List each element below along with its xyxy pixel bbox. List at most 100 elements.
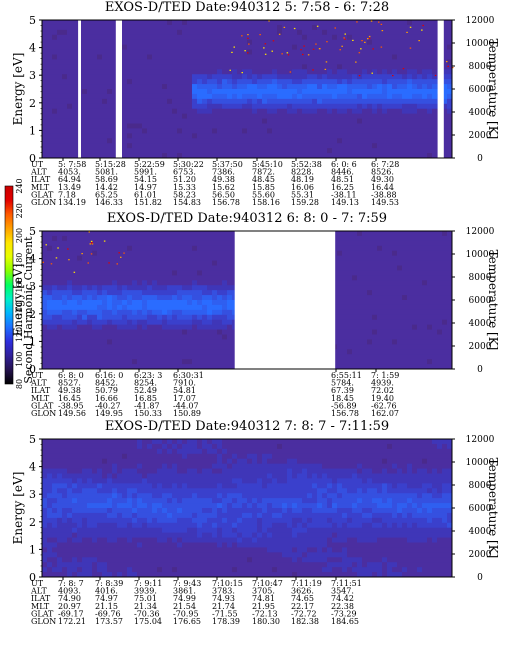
heatmap-cell [47,29,53,36]
heatmap-cell [257,148,263,154]
heatmap-cell [52,89,58,95]
heatmap-cell [177,275,183,281]
heatmap-cell [107,39,113,46]
heatmap-cell [47,98,53,105]
heatmap-cell [197,79,203,85]
heatmap-cell [232,20,238,26]
heatmap-cell [307,64,313,70]
heatmap-cell [227,285,233,291]
heatmap-cell [362,59,368,65]
heatmap-cell [77,319,83,326]
heatmap-cell [382,344,388,350]
heatmap-cell [352,300,358,306]
heatmap-cell [137,64,143,70]
heatmap-cell [342,255,348,261]
heatmap-cell [102,240,108,247]
heatmap-cell [357,89,363,95]
heatmap-cell [447,34,453,41]
heatmap-cell [87,54,93,60]
heatmap-cell [117,255,123,261]
heatmap-cell [147,118,153,124]
heatmap-cell [342,89,348,95]
heatmap-cell [347,133,353,139]
heatmap-cell [122,344,128,350]
heatmap-cell [47,128,53,134]
heatmap-cell [342,344,348,350]
heatmap-cell [427,329,433,335]
heatmap-cell [112,148,118,154]
heatmap-cell [222,359,228,365]
footer-cell: 151.82 [134,198,162,207]
heatmap-cell [382,250,388,257]
heatmap-cell [422,265,428,271]
heatmap-cell [157,364,163,370]
heatmap-cell [97,39,103,46]
heatmap-cell [177,153,183,159]
heatmap-cell [197,245,203,252]
speckle [364,41,366,43]
heatmap-cell [257,69,263,75]
heatmap-cell [247,54,253,60]
heatmap-cell [92,128,98,134]
heatmap-cell [107,334,113,340]
heatmap-cell [447,285,453,291]
heatmap-cell [327,69,333,75]
heatmap-cell [52,280,58,286]
heatmap-cell [207,329,213,335]
heatmap-cell [342,339,348,345]
heatmap-cell [342,133,348,139]
heatmap-cell [267,113,273,119]
footer-cell: 158.16 [252,198,280,207]
heatmap-cell [82,143,88,149]
heatmap-cell [177,344,183,350]
heatmap-cell [287,133,293,139]
heatmap-cell [187,128,193,134]
heatmap-cell [147,319,153,326]
speckle [67,248,69,250]
heatmap-cell [252,103,258,110]
heatmap-cell [162,84,168,90]
heatmap-cell [152,148,158,154]
heatmap-cell [127,339,133,345]
footer-cell: 8254. [134,379,157,388]
heatmap-cell [202,245,208,252]
heatmap-cell [372,290,378,296]
heatmap-cell [47,517,53,524]
heatmap-cell [327,89,333,95]
heatmap-cell [42,498,48,504]
heatmap-cell [132,29,138,36]
heatmap-cell [322,74,328,80]
heatmap-cell [102,319,108,326]
heatmap-cell [312,79,318,85]
heatmap-cell [122,69,128,75]
heatmap-cell [197,290,203,296]
heatmap-cell [102,128,108,134]
heatmap-cell [367,260,373,266]
heatmap-cell [242,69,248,75]
heatmap-cell [47,89,53,95]
heatmap-cell [92,270,98,276]
heatmap-cell [202,153,208,159]
heatmap-cell [282,59,288,65]
heatmap-cell [102,24,108,31]
heatmap-cell [162,314,168,321]
heatmap-cell [92,240,98,247]
heatmap-cell [142,98,148,105]
heatmap-cell [202,133,208,139]
data-gap [234,231,336,369]
heatmap-cell [437,314,443,321]
heatmap-cell [422,74,428,80]
heatmap-cell [157,59,163,65]
heatmap-cell [442,138,448,144]
speckle [283,26,286,28]
heatmap-cell [322,84,328,90]
heatmap-cell [297,108,303,115]
heatmap-cell [307,148,313,154]
heatmap-cell [272,39,278,46]
heatmap-cell [237,59,243,65]
heatmap-cell [207,240,213,247]
footer-cell: 7: 1:59 [371,371,399,380]
heatmap-cell [212,304,218,311]
heatmap-cell [47,493,53,499]
heatmap-cell [52,359,58,365]
